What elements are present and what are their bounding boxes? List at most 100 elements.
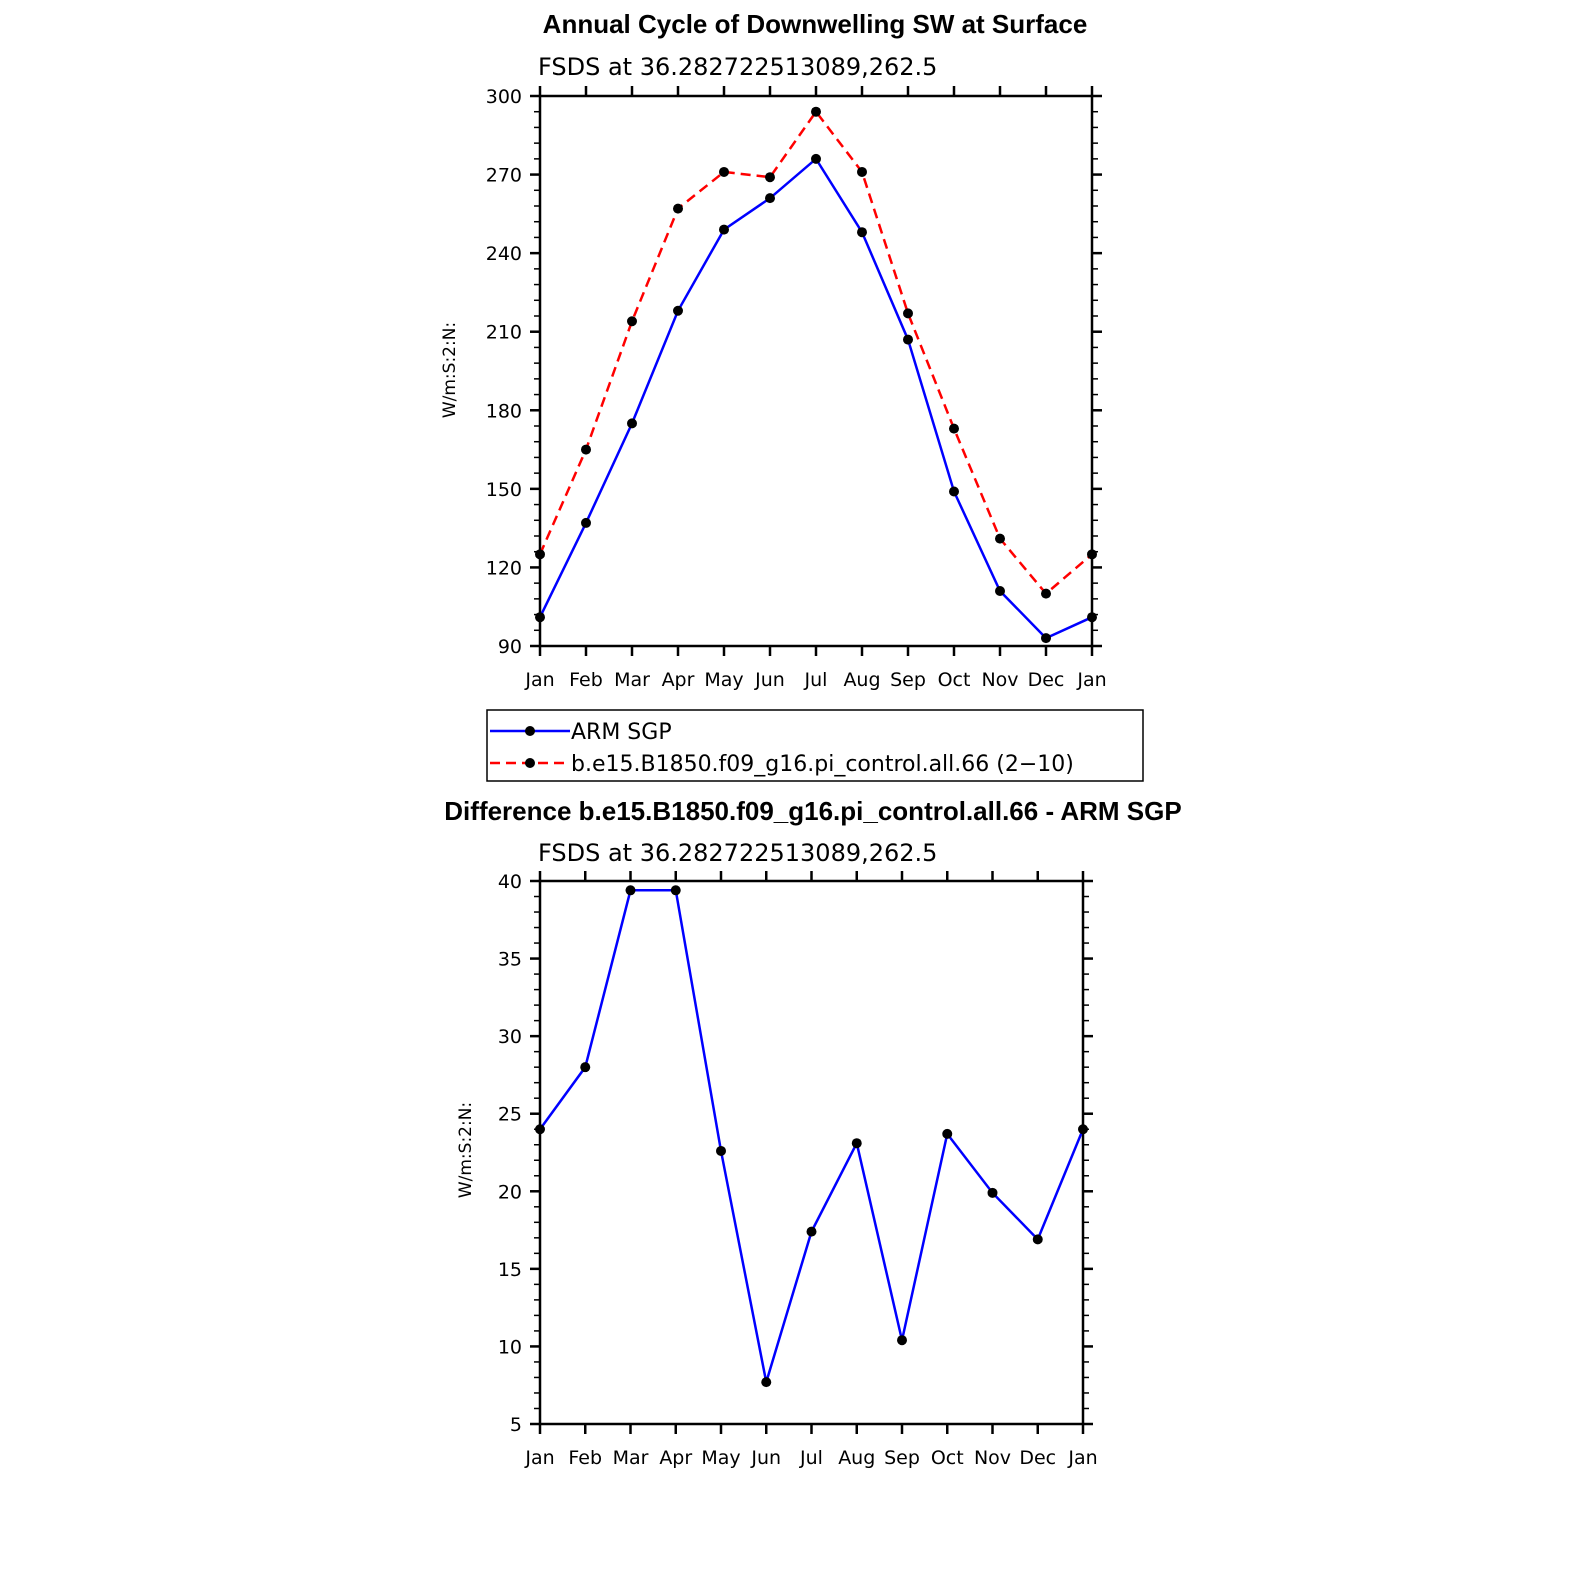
y-tick-label: 300	[486, 86, 522, 108]
series-line-1	[538, 109, 1093, 596]
data-point-0	[995, 586, 1005, 596]
data-point-0	[625, 885, 636, 896]
annual-cycle-chart: Annual Cycle of Downwelling SW at Surfac…	[440, 9, 1107, 691]
y-tick-label: 5	[510, 1414, 522, 1436]
plot-frame	[538, 94, 1094, 648]
y-tick-label: 270	[486, 165, 522, 187]
x-tick-label: Dec	[1019, 1447, 1056, 1469]
data-point-1	[857, 166, 867, 177]
data-point-0	[942, 1128, 953, 1139]
y-axis-label: W/m:S:2:N:	[440, 322, 460, 418]
series-line-0	[538, 156, 1093, 640]
y-tick-label: 120	[486, 557, 522, 579]
data-point-0	[1032, 1234, 1043, 1245]
x-tick-label: May	[704, 669, 743, 691]
series-lines	[538, 889, 1085, 1383]
y-tick-labels: 5 10 15 20 25 30 35 40	[498, 871, 522, 1436]
data-point-1	[1087, 549, 1097, 560]
data-point-0	[811, 153, 821, 164]
x-tick-label: Mar	[613, 1447, 649, 1469]
x-tick-label: Mar	[614, 669, 650, 691]
data-point-0	[765, 193, 775, 204]
legend-label-arm-sgp: ARM SGP	[571, 720, 672, 745]
chart-subtitle: FSDS at 36.282722513089,262.5	[538, 53, 937, 81]
x-tick-label: Oct	[931, 1447, 964, 1469]
x-tick-label: May	[701, 1447, 740, 1469]
data-point-0	[535, 1124, 545, 1135]
data-point-1	[627, 316, 637, 327]
data-point-1	[1041, 588, 1051, 599]
y-tick-label: 180	[486, 400, 522, 422]
series-markers	[535, 106, 1097, 644]
chart-title: Annual Cycle of Downwelling SW at Surfac…	[543, 9, 1088, 39]
y-tick-label: 35	[498, 949, 522, 971]
x-tick-labels: Jan Feb Mar Apr May Jun Jul Aug Sep Oct Nov Dec Jan	[524, 669, 1106, 691]
data-point-1	[949, 423, 959, 434]
y-tick-label: 90	[498, 636, 522, 658]
data-point-0	[1078, 1124, 1088, 1135]
data-point-0	[535, 612, 545, 623]
y-axis-label: W/m:S:2:N:	[456, 1102, 476, 1198]
data-point-0	[987, 1187, 998, 1198]
data-point-0	[761, 1377, 772, 1388]
legend-marker-model	[525, 758, 535, 768]
x-tick-label: Nov	[974, 1447, 1011, 1469]
data-point-1	[673, 203, 683, 214]
y-tick-label: 210	[486, 322, 522, 344]
data-point-0	[806, 1226, 817, 1237]
x-tick-label: Jan	[524, 669, 554, 691]
y-tick-label: 20	[498, 1181, 522, 1203]
chart-subtitle: FSDS at 36.282722513089,262.5	[538, 839, 937, 867]
y-tick-label: 40	[498, 871, 522, 893]
series-lines	[538, 109, 1093, 640]
legend-marker-arm-sgp	[525, 726, 535, 736]
x-tick-label: Sep	[884, 1447, 920, 1469]
data-point-1	[581, 444, 591, 455]
data-point-0	[673, 305, 683, 316]
x-tick-labels: Jan Feb Mar Apr May Jun Jul Aug Sep Oct Nov Dec Jan	[524, 1447, 1097, 1469]
y-tick-label: 30	[498, 1026, 522, 1048]
y-tick-label: 150	[486, 479, 522, 501]
x-tick-label: Apr	[659, 1447, 692, 1469]
x-tick-label: Jan	[1067, 1447, 1097, 1469]
legend: ARM SGP b.e15.B1850.f09_g16.pi_control.a…	[486, 709, 1144, 782]
legend-label-model: b.e15.B1850.f09_g16.pi_control.all.66 (2…	[571, 752, 1074, 777]
data-point-0	[897, 1335, 907, 1346]
data-point-0	[1087, 612, 1097, 623]
y-tick-labels: 90 120 150 180 210 240 270 300	[486, 86, 522, 658]
y-tick-label: 25	[498, 1104, 522, 1126]
x-tick-label: Dec	[1028, 669, 1065, 691]
series-markers	[535, 885, 1088, 1388]
y-tick-label: 10	[498, 1336, 522, 1358]
data-point-0	[949, 486, 959, 497]
x-tick-label: Jun	[754, 669, 785, 691]
data-point-0	[903, 334, 913, 345]
data-point-0	[581, 517, 591, 528]
x-tick-label: Feb	[569, 669, 603, 691]
x-tick-label: Jul	[804, 669, 828, 691]
plot-frame	[538, 879, 1085, 1426]
x-tick-label: Aug	[843, 669, 880, 691]
difference-chart: Difference b.e15.B1850.f09_g16.pi_contro…	[444, 796, 1181, 1469]
data-point-1	[719, 166, 729, 177]
data-point-0	[851, 1138, 862, 1149]
data-point-0	[716, 1145, 726, 1156]
data-point-0	[719, 224, 729, 235]
data-point-0	[627, 418, 637, 429]
x-tick-label: Jun	[750, 1447, 781, 1469]
data-point-1	[903, 308, 913, 319]
data-point-1	[811, 106, 821, 117]
legend-box	[486, 709, 1144, 782]
x-tick-label: Aug	[838, 1447, 875, 1469]
y-tick-label: 240	[486, 243, 522, 265]
x-tick-label: Jul	[799, 1447, 823, 1469]
chart-title: Difference b.e15.B1850.f09_g16.pi_contro…	[444, 796, 1181, 826]
x-tick-label: Jan	[1076, 669, 1106, 691]
x-tick-label: Oct	[938, 669, 971, 691]
data-point-0	[670, 885, 681, 896]
data-point-0	[1041, 633, 1051, 644]
x-tick-label: Apr	[662, 669, 695, 691]
data-point-0	[857, 227, 867, 238]
axis-ticks	[530, 871, 1093, 1434]
